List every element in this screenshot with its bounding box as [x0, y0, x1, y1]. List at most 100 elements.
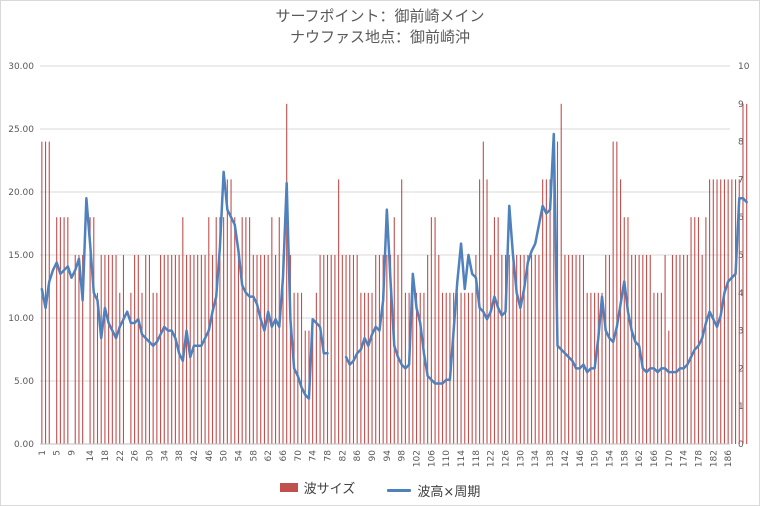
bar [731, 179, 733, 444]
bar [286, 103, 288, 445]
y-right-tick-label: 9 [738, 100, 744, 110]
bar [330, 255, 332, 444]
bar [100, 255, 102, 444]
x-tick-label: 9 [68, 450, 78, 456]
bar [456, 292, 458, 444]
legend-item-wave-size: 波サイズ [279, 478, 356, 497]
bar [597, 292, 599, 444]
bar [204, 255, 206, 444]
bar [289, 255, 291, 444]
bar [582, 255, 585, 444]
bar [579, 255, 581, 444]
x-tick-label: 102 [413, 450, 423, 467]
bar [697, 217, 700, 444]
x-tick-label: 34 [160, 450, 170, 462]
bar [438, 255, 440, 444]
x-tick-label: 174 [680, 450, 690, 467]
bar [241, 217, 243, 444]
x-tick-label: 126 [502, 450, 512, 467]
x-tick-label: 178 [694, 450, 704, 467]
bar [326, 255, 329, 444]
legend-item-height-period: 波高×周期 [387, 481, 480, 500]
bar [200, 255, 202, 444]
bar [738, 179, 740, 444]
x-tick-label: 186 [724, 450, 734, 467]
bar [419, 292, 421, 444]
bar [275, 255, 277, 444]
bar [497, 217, 499, 444]
bar [367, 292, 369, 444]
x-tick-label: 50 [220, 450, 230, 462]
bar [657, 292, 659, 444]
x-tick-label: 30 [145, 450, 155, 462]
bar [89, 217, 91, 444]
bar [545, 179, 547, 444]
bar [182, 217, 184, 444]
bar [163, 255, 165, 444]
bar [230, 179, 232, 444]
bar [516, 255, 518, 444]
x-tick-label: 14 [86, 450, 96, 462]
bar [397, 255, 399, 444]
bar [364, 292, 366, 444]
bar [382, 255, 384, 444]
bar [508, 255, 510, 444]
bar [668, 330, 670, 444]
x-tick-label: 66 [279, 450, 289, 462]
bar [727, 179, 729, 444]
line-series-segment [344, 132, 748, 385]
y-left-tick-label: 30.00 [8, 62, 34, 72]
bar [601, 292, 603, 444]
x-tick-label: 42 [190, 450, 200, 461]
bar [338, 179, 340, 444]
bar [349, 255, 351, 444]
bar [519, 255, 521, 444]
bar [616, 141, 618, 444]
bar [386, 255, 388, 444]
x-tick-label: 54 [234, 450, 244, 462]
bar [623, 217, 625, 444]
bar [56, 217, 58, 444]
bar [237, 255, 240, 444]
bar [134, 255, 136, 444]
bar [427, 255, 429, 444]
bar [634, 255, 636, 444]
bar [608, 255, 610, 444]
bar [401, 179, 403, 444]
bar [278, 217, 280, 444]
bar [226, 179, 228, 444]
x-tick-label: 130 [516, 450, 526, 467]
x-tick-label: 82 [338, 450, 348, 461]
bar [282, 255, 284, 444]
bar [746, 103, 748, 445]
x-tick-label: 1 [38, 450, 48, 456]
chart-title-line-1: サーフポイント：御前崎メイン [275, 7, 485, 25]
bar [649, 255, 651, 444]
y-right-tick-label: 2 [738, 364, 744, 374]
bar [445, 292, 447, 444]
bar [304, 330, 306, 444]
bar [642, 255, 644, 444]
bar [300, 292, 303, 444]
bar [115, 255, 117, 444]
y-left-tick-label: 5.00 [14, 377, 34, 387]
bar [63, 217, 65, 444]
bar [245, 217, 247, 444]
bar [490, 255, 492, 444]
bar [690, 217, 692, 444]
bar [460, 292, 462, 444]
x-tick-label: 118 [472, 450, 482, 467]
bar [512, 255, 514, 444]
legend-swatch-line [387, 489, 412, 492]
bar [482, 141, 484, 444]
bar [549, 179, 551, 444]
x-tick-label: 18 [101, 450, 111, 462]
bar [260, 255, 262, 444]
bar [137, 255, 139, 444]
x-tick-label: 94 [383, 450, 393, 462]
legend-label-wave-size: 波サイズ [303, 482, 356, 497]
bar [586, 292, 588, 444]
bar [96, 292, 99, 444]
bar [141, 292, 143, 444]
